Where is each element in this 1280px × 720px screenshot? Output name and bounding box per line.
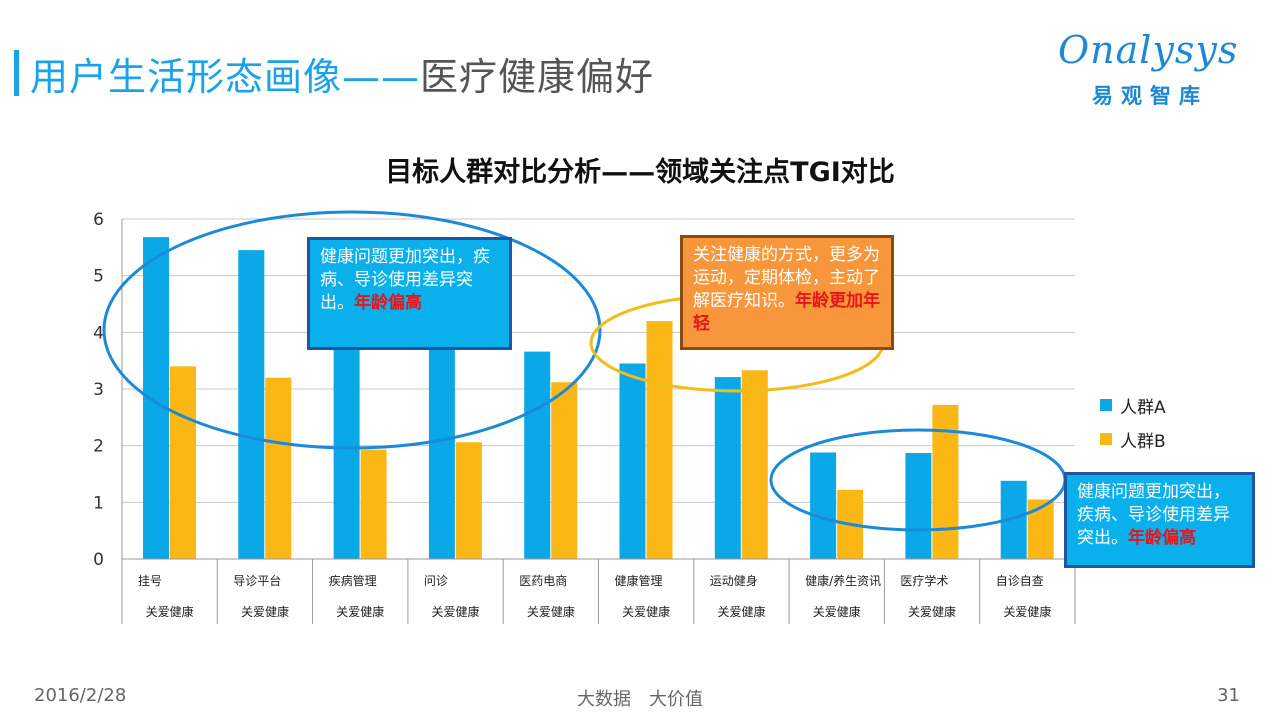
- x-tick-label: 疾病管理: [329, 573, 377, 588]
- footer-date: 2016/2/28: [34, 685, 127, 706]
- highlight-ellipse-left: [102, 210, 602, 450]
- logo-text-en: Onalysys: [1058, 28, 1239, 72]
- x-group-label: 关爱健康: [146, 604, 194, 619]
- callout-younger-fitness: 关注健康的方式，更多为运动，定期体检，主动了解医疗知识。年龄更加年轻: [680, 235, 894, 350]
- legend-label-a: 人群A: [1120, 397, 1166, 418]
- chart-legend: 人群A 人群B: [1100, 388, 1166, 456]
- legend-item-a: 人群A: [1100, 388, 1166, 422]
- bar-group-a: [905, 453, 932, 559]
- x-tick-label: 健康/养生资讯: [805, 573, 881, 588]
- legend-label-b: 人群B: [1120, 431, 1166, 452]
- y-tick-label: 1: [93, 493, 104, 513]
- y-tick-label: 2: [93, 437, 104, 457]
- bar-group-b: [646, 321, 673, 559]
- x-group-label: 关爱健康: [336, 604, 384, 619]
- x-tick-label: 问诊: [424, 574, 448, 588]
- bar-group-b: [265, 377, 292, 559]
- x-tick-label: 自诊自查: [996, 574, 1044, 588]
- x-group-label: 关爱健康: [908, 604, 956, 619]
- x-tick-label: 医药电商: [519, 573, 567, 588]
- analysys-logo: Onalysys 易观智库: [1058, 28, 1258, 118]
- bar-group-b: [1027, 499, 1054, 559]
- x-group-label: 关爱健康: [527, 604, 575, 619]
- bar-group-b: [170, 366, 196, 559]
- page-number: 31: [1217, 685, 1240, 706]
- x-group-label: 关爱健康: [241, 604, 289, 619]
- bar-group-a: [810, 452, 837, 559]
- page-subtitle: 医疗健康偏好: [420, 55, 655, 99]
- callout-highlight: 年龄偏高: [354, 293, 422, 313]
- page-title: 用户生活形态画像——医疗健康偏好: [30, 55, 655, 99]
- y-tick-label: 0: [93, 550, 104, 570]
- callout-older-selfcheck: 健康问题更加突出，疾病、导诊使用差异突出。年龄偏高: [1064, 472, 1255, 568]
- callout-text: 关注健康的方式，更多为运动，定期体检，主动了解医疗知识。: [693, 245, 880, 311]
- bar-group-a: [714, 377, 741, 559]
- bar-group-a: [428, 346, 455, 559]
- x-group-label: 关爱健康: [717, 604, 765, 619]
- title-accent-bar: [14, 50, 19, 96]
- callout-highlight: 年龄更加年轻: [693, 291, 880, 334]
- bar-group-b: [551, 382, 578, 559]
- legend-item-b: 人群B: [1100, 422, 1166, 456]
- callout-text: 健康问题更加突出，疾病、导诊使用差异突出。: [1077, 482, 1230, 548]
- bar-group-a: [238, 250, 265, 559]
- y-tick-label: 4: [93, 323, 104, 343]
- x-tick-label: 运动健身: [710, 573, 758, 588]
- y-tick-label: 6: [93, 210, 104, 230]
- bar-group-b: [741, 370, 768, 559]
- chart-title: 目标人群对比分析——领域关注点TGI对比: [385, 157, 895, 188]
- bar-group-a: [524, 351, 551, 559]
- callout-text: 健康问题更加突出，疾病、导诊使用差异突出。: [320, 247, 490, 313]
- y-tick-label: 3: [93, 380, 104, 400]
- bar-group-b: [360, 449, 387, 559]
- x-group-label: 关爱健康: [813, 604, 861, 619]
- x-tick-label: 健康管理: [615, 573, 663, 588]
- legend-swatch-a: [1100, 399, 1112, 411]
- bar-group-a: [619, 363, 646, 559]
- callout-highlight: 年龄偏高: [1128, 528, 1196, 548]
- x-tick-label: 导诊平台: [233, 573, 281, 588]
- footer-slogan: 大数据 大价值: [577, 689, 703, 710]
- x-group-label: 关爱健康: [1003, 604, 1051, 619]
- bar-group-b: [932, 404, 959, 559]
- callout-older-health: 健康问题更加突出，疾病、导诊使用差异突出。年龄偏高: [307, 237, 512, 350]
- legend-swatch-b: [1100, 433, 1112, 445]
- bar-group-a: [333, 344, 360, 559]
- logo-text-cn: 易观智库: [1092, 84, 1208, 108]
- x-tick-label: 医疗学术: [900, 573, 948, 588]
- x-tick-label: 挂号: [138, 574, 162, 588]
- y-tick-label: 5: [93, 267, 104, 287]
- bar-group-b: [455, 442, 482, 559]
- x-group-label: 关爱健康: [432, 604, 480, 619]
- x-group-label: 关爱健康: [622, 604, 670, 619]
